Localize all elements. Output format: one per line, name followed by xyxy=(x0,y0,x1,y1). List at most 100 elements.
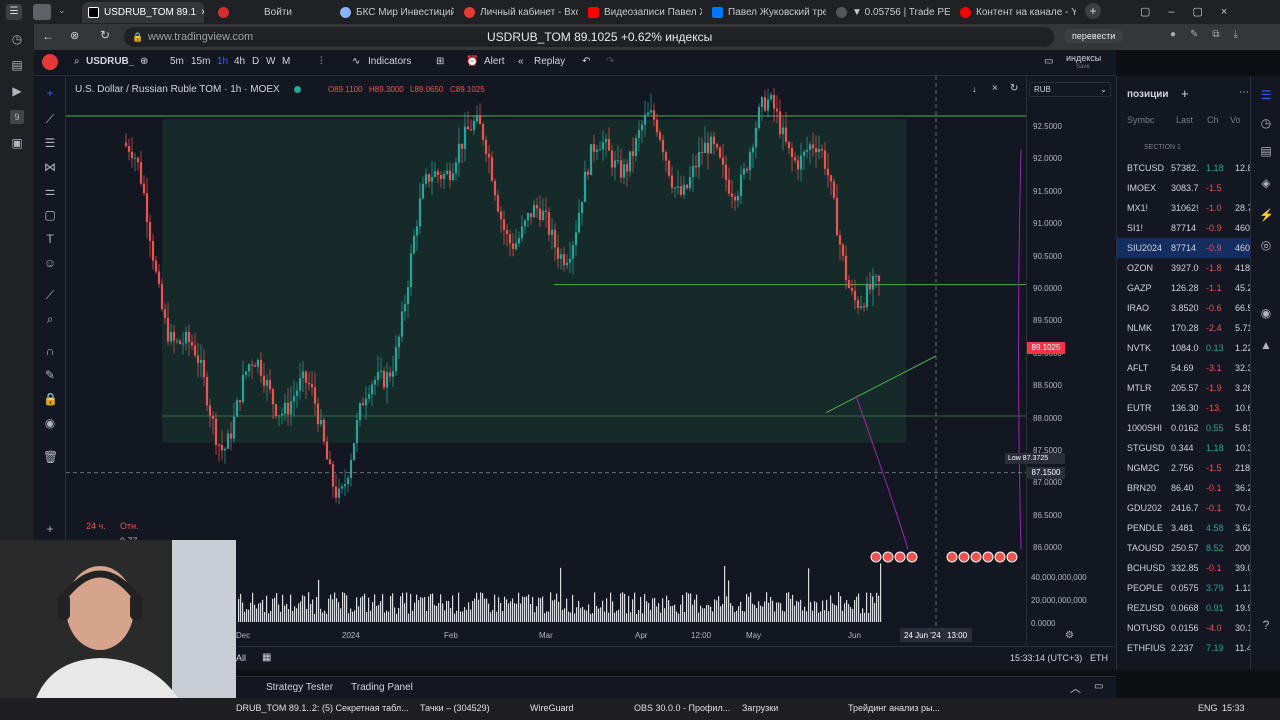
user-avatar[interactable] xyxy=(42,54,58,70)
eye-icon[interactable]: ◉ xyxy=(44,416,56,430)
lock-icon[interactable]: 🔒 xyxy=(43,392,58,406)
taskbar-item[interactable]: Трейдинг анализ ры... xyxy=(848,703,940,713)
compare-icon[interactable]: ⊕ xyxy=(140,56,149,67)
browser-menu-icon[interactable]: ☰ xyxy=(6,4,22,20)
indicators-icon[interactable]: ∿ xyxy=(352,56,361,67)
watchlist-title[interactable]: позиции xyxy=(1127,89,1169,100)
watchlist-row[interactable]: AFLT 54.69 -3.1 32.3 xyxy=(1117,358,1253,378)
taskbar-item[interactable]: 2: (5) Секретная табл... xyxy=(312,703,409,713)
nine-icon[interactable]: 9 xyxy=(10,110,24,124)
camera-icon[interactable]: ▣ xyxy=(11,136,23,150)
watchlist-row[interactable]: PENDLE 3.481 4.58 3.62 xyxy=(1117,518,1253,538)
interval-4h[interactable]: 4h xyxy=(234,56,246,67)
undo-icon[interactable]: ↶ xyxy=(582,56,591,67)
watchlist-row[interactable]: BRN20 86.40 -0.1 36.2 xyxy=(1117,478,1253,498)
tab-bcs[interactable]: БКС Мир Инвестиций xyxy=(334,2,454,23)
watchlist-row[interactable]: NOTUSD 0.0156 -4.0 30.1 xyxy=(1117,618,1253,638)
back-icon[interactable]: ← xyxy=(42,29,54,43)
watchlist-row[interactable]: GDU202 2416.7 -0.1 70.4 xyxy=(1117,498,1253,518)
language-indicator[interactable]: ENG xyxy=(1198,703,1218,713)
clock-icon[interactable]: ◷ xyxy=(11,32,23,46)
alert-icon[interactable]: ⏰ xyxy=(466,56,479,67)
hotlist-icon[interactable]: ⚡ xyxy=(1259,208,1274,222)
download-icon[interactable]: ↓ xyxy=(972,84,977,94)
templates-icon[interactable]: ⊞ xyxy=(436,56,445,67)
watchlist-row[interactable]: 1000SHI 0.0162 0.55 5.81 xyxy=(1117,418,1253,438)
lock-drawing-icon[interactable]: ✎ xyxy=(44,368,56,382)
watchlist-row[interactable]: EUTR 136.30 -13. 10.6 xyxy=(1117,398,1253,418)
close-tab-icon[interactable]: × xyxy=(201,7,204,18)
vpn-icon[interactable]: ⊗ xyxy=(70,30,80,42)
symbol-input[interactable]: USDRUB_ xyxy=(86,56,135,67)
watchlist-row[interactable]: BTCUSD 57382. 1.18 12.8 xyxy=(1117,158,1253,178)
watchlist-row[interactable]: NLMK 170.28 -2.4 5.71 xyxy=(1117,318,1253,338)
watchlist-row[interactable]: TAOUSD 250.57 8.52 200. xyxy=(1117,538,1253,558)
tab-vk[interactable]: Павел Жуковский трей xyxy=(706,2,826,23)
bell-icon[interactable]: ▲ xyxy=(1260,338,1272,352)
magnet-icon[interactable]: ∩ xyxy=(45,344,55,358)
url-field[interactable]: 🔒 www.tradingview.com xyxy=(124,27,1054,47)
crosshair-icon[interactable]: + xyxy=(46,86,54,100)
watchlist-row[interactable]: IMOEX 3083.7 -1.5 xyxy=(1117,178,1251,198)
interval-d[interactable]: D xyxy=(252,56,260,67)
projection-icon[interactable]: ⚌ xyxy=(44,184,56,198)
redo-icon[interactable]: ↷ xyxy=(606,56,615,67)
system-clock[interactable]: 15:33 xyxy=(1222,703,1245,713)
tab-trading-panel[interactable]: Trading Panel xyxy=(351,682,413,693)
indicators-button[interactable]: Indicators xyxy=(368,56,412,67)
pattern-icon[interactable]: ⋈ xyxy=(44,160,56,174)
taskbar-item[interactable]: DRUB_TOM 89.1... xyxy=(236,703,314,713)
alerts-clock-icon[interactable]: ◷ xyxy=(1260,116,1272,130)
replay-icon[interactable]: « xyxy=(518,56,524,67)
layers-icon[interactable]: ◈ xyxy=(1261,176,1271,190)
trend-line-icon[interactable]: ⟋ xyxy=(45,112,55,126)
brush-icon[interactable]: ▢ xyxy=(44,208,56,222)
replay-button[interactable]: Replay xyxy=(534,56,566,67)
col-change[interactable]: Ch xyxy=(1207,115,1219,125)
watchlist-row[interactable]: ETHFIUS 2.237 7.19 11.4 xyxy=(1117,638,1252,658)
interval-15m[interactable]: 15m xyxy=(191,56,211,67)
help-icon[interactable]: ? xyxy=(1262,618,1270,632)
ruler-icon[interactable]: ⟋ xyxy=(45,288,55,302)
tab-youtube-content[interactable]: Контент на канале - Yo xyxy=(954,2,1076,23)
interval-5m[interactable]: 5m xyxy=(170,56,184,67)
tab-list-chevron-icon[interactable]: ⌄ xyxy=(58,5,66,15)
tab-trade[interactable]: ▼ 0.05756 | Trade PEOP xyxy=(830,2,950,23)
tab-cabinet[interactable]: Личный кабинет - Вход xyxy=(458,2,578,23)
trash-icon[interactable]: 🗑 xyxy=(43,450,59,464)
alert-button[interactable]: Alert xyxy=(484,56,505,67)
ideas-icon[interactable]: ◎ xyxy=(1260,238,1272,252)
sync-icon[interactable]: ↻ xyxy=(1010,83,1019,94)
reload-icon[interactable]: ↻ xyxy=(100,28,111,42)
col-volume[interactable]: Vo xyxy=(1230,115,1241,125)
watchlist-icon[interactable]: ☰ xyxy=(1260,88,1272,102)
watchlist-row[interactable]: BCHUSD 332.85 -0.1 39.0 xyxy=(1117,558,1253,578)
currency-select[interactable]: RUB ⌄ xyxy=(1029,82,1111,97)
price-chart[interactable]: Dec 2024 Feb Mar Apr 12:00 May Jun 24 Jun '24 13:… xyxy=(66,76,1026,646)
watchlist-row[interactable]: MX1! 31062! -1.0 28.7 xyxy=(1117,198,1253,218)
tab-videos[interactable]: Видеозаписи Павел Ж xyxy=(582,2,702,23)
watchlist-row[interactable]: STGUSD 0.344 1.18 10.3 xyxy=(1117,438,1253,458)
interval-1h[interactable]: 1h xyxy=(217,56,229,67)
settings-gear-icon[interactable]: ⚙ xyxy=(1065,630,1074,641)
symbol-search-icon[interactable]: ⌕ xyxy=(74,56,80,67)
expand-icon[interactable]: + xyxy=(46,522,54,536)
chart-type-icon[interactable]: ⫶ xyxy=(320,56,323,67)
tab-login[interactable]: Войти xyxy=(212,2,332,23)
watchlist-row[interactable]: MTLR 205.57 -1.9 3.28 xyxy=(1117,378,1253,398)
watchlist-row[interactable]: REZUSD 0.0668 0.91 19.9 xyxy=(1117,598,1253,618)
date-range-icon[interactable]: ▦ xyxy=(262,652,272,663)
fib-icon[interactable]: ☰ xyxy=(44,136,56,150)
tab-strategy-tester[interactable]: Strategy Tester xyxy=(266,682,334,693)
add-symbol-icon[interactable]: + xyxy=(1181,86,1189,101)
watchlist-row[interactable]: SIU2024 87714 -0.9 460. xyxy=(1117,238,1253,258)
watchlist-row[interactable]: GAZP 126.28 -1.1 45.2 xyxy=(1117,278,1253,298)
col-last[interactable]: Last xyxy=(1176,115,1194,125)
col-symbol[interactable]: Symbc xyxy=(1127,115,1155,125)
watchlist-row[interactable]: IRAO 3.8520 -0.6 66.5 xyxy=(1117,298,1253,318)
layout-name[interactable]: индексы xyxy=(1066,53,1102,63)
watchlist-row[interactable]: NVTK 1084.0 0.13 1.22 xyxy=(1117,338,1253,358)
extensions-icons[interactable]: ●✎⧉⤓ xyxy=(1170,29,1252,40)
taskbar-item[interactable]: Загрузки xyxy=(742,703,779,713)
clock-readout[interactable]: 15:33:14 (UTC+3) xyxy=(1010,653,1083,663)
